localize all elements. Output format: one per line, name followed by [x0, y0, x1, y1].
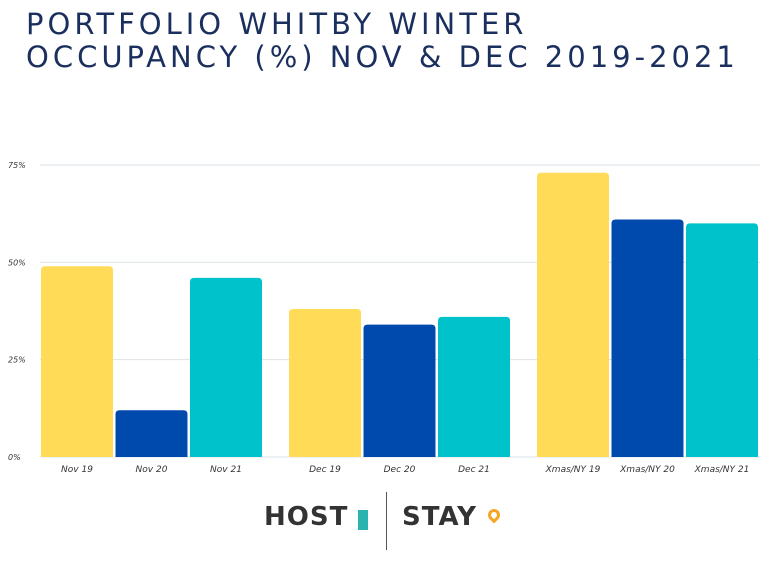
x-tick-label: Xmas/NY 21: [694, 465, 750, 475]
bar: [438, 316, 510, 457]
logo-stay-text: STAY: [402, 502, 477, 532]
bar: [41, 266, 113, 457]
bar: [537, 172, 609, 457]
x-tick-label: Dec 21: [458, 465, 490, 475]
x-tick-label: Nov 20: [136, 465, 168, 475]
bar: [289, 309, 361, 457]
bar: [611, 219, 684, 457]
bar: [363, 324, 436, 457]
host-stay-logo: HOST STAY: [262, 492, 512, 550]
x-tick-label: Nov 21: [210, 465, 242, 475]
chart-title: PORTFOLIO WHITBY WINTER OCCUPANCY (%) NO…: [26, 7, 739, 74]
logo-divider: [386, 492, 387, 550]
y-tick-label: 0%: [8, 453, 21, 462]
x-tick-label: Dec 20: [384, 465, 416, 475]
x-tick-label: Xmas/NY 19: [545, 465, 601, 475]
y-tick-label: 75%: [8, 161, 26, 170]
x-tick-label: Nov 19: [61, 465, 93, 475]
bar: [115, 410, 188, 457]
location-pin-icon: [485, 506, 503, 524]
y-tick-label: 50%: [8, 258, 26, 267]
logo-host-text: HOST: [264, 502, 349, 532]
x-tick-label: Xmas/NY 20: [619, 465, 675, 475]
x-tick-label: Dec 19: [309, 465, 341, 475]
bar: [190, 277, 262, 457]
y-tick-label: 25%: [8, 356, 26, 365]
door-icon: [358, 510, 368, 530]
bar: [686, 223, 758, 457]
